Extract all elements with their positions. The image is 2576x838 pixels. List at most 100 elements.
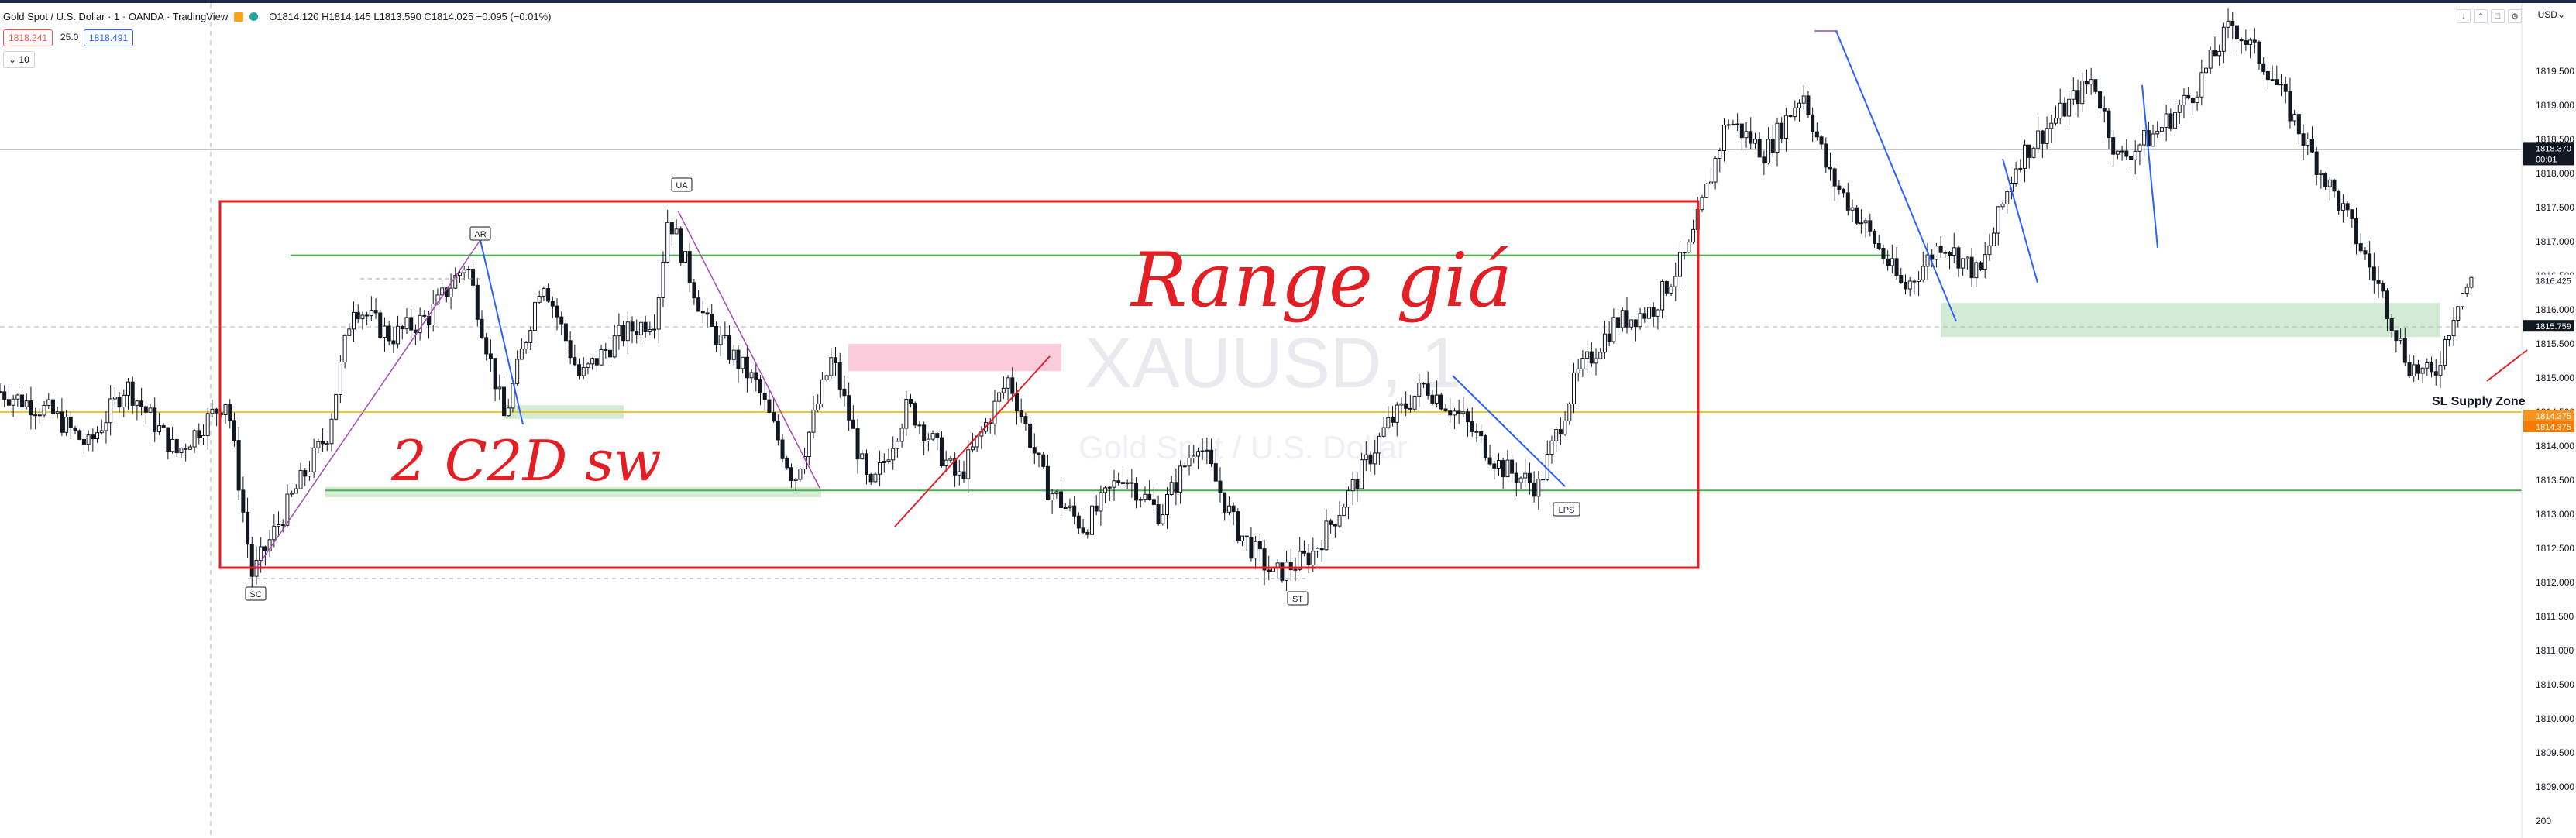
candle-body: [342, 335, 347, 363]
candle: [179, 447, 184, 458]
candle-body: [2115, 150, 2120, 155]
price-tag-bg: [2523, 274, 2574, 287]
candle: [1656, 308, 1660, 330]
fullscreen-icon[interactable]: □: [2491, 9, 2505, 23]
candle: [161, 423, 166, 428]
candle-body: [112, 397, 117, 400]
candle: [1439, 393, 1443, 411]
zone-label: SL Supply Zone: [2432, 395, 2526, 408]
indicator-toggle-button[interactable]: ⌄ 10: [3, 51, 35, 68]
candle: [1863, 217, 1868, 238]
candle-body: [2168, 113, 2173, 129]
symbol-title[interactable]: Gold Spot / U.S. Dollar · 1 · OANDA · Tr…: [3, 11, 229, 22]
candle-body: [1236, 511, 1240, 541]
candle: [369, 296, 373, 322]
candle: [1762, 150, 1766, 175]
candle-body: [1783, 115, 1788, 139]
buy-button[interactable]: 1818.491: [84, 29, 134, 46]
symbol-legend[interactable]: Gold Spot / U.S. Dollar · 1 · OANDA · Tr…: [3, 11, 552, 22]
flag-icon[interactable]: [234, 12, 244, 22]
candle: [1793, 100, 1797, 121]
label-sc: SC: [245, 586, 267, 601]
candle: [1886, 250, 1890, 271]
arrow-icon[interactable]: ⌃: [2474, 9, 2488, 23]
candle-body: [1925, 254, 1930, 267]
candle-body: [1032, 447, 1037, 454]
candle: [1094, 495, 1099, 516]
candle: [824, 374, 829, 382]
candle-body: [1218, 480, 1223, 493]
trend-line-right-2: [2002, 158, 2038, 283]
candle: [201, 424, 205, 445]
candle: [1713, 156, 1718, 190]
candle-body: [316, 441, 321, 448]
candle: [754, 364, 758, 392]
candle-body: [2000, 203, 2005, 208]
candle-body: [2402, 338, 2407, 363]
candle: [1466, 408, 1470, 437]
candle: [2093, 79, 2098, 94]
settings-icon[interactable]: ⚙: [2508, 9, 2522, 23]
candle: [1708, 168, 1713, 184]
candle-body: [590, 358, 595, 365]
candle: [46, 393, 51, 409]
candle-body: [1718, 149, 1722, 159]
candle-body: [2425, 362, 2430, 369]
candle-body: [228, 404, 232, 421]
candle-body: [2221, 26, 2226, 52]
candle: [497, 374, 502, 400]
candle: [457, 270, 462, 283]
candle-body: [519, 349, 524, 360]
candle-body: [1492, 463, 1497, 469]
candle-body: [170, 438, 175, 452]
candle-body: [187, 446, 192, 450]
candle-body: [550, 301, 555, 307]
candle: [1607, 321, 1611, 346]
candle-body: [60, 411, 64, 433]
scroll-down-icon[interactable]: ↓: [2457, 9, 2471, 23]
sell-button[interactable]: 1818.241: [3, 29, 53, 46]
candle-body: [581, 366, 586, 376]
candle-body: [29, 400, 33, 416]
candle: [1412, 395, 1417, 412]
y-tick-label: 1815.000: [2536, 373, 2574, 383]
candle: [20, 384, 25, 410]
candle: [532, 294, 537, 345]
price-axis[interactable]: 1809.000 1809.500 1810.000 1810.500 1811.000…: [2521, 3, 2574, 838]
candle-body: [2155, 130, 2160, 135]
candle-body: [2301, 133, 2306, 146]
axis-controls[interactable]: ↓ ⌃ □ ⚙: [2457, 9, 2522, 23]
candle-body: [1974, 262, 1979, 279]
candle-body: [1174, 482, 1178, 493]
candle-body: [882, 461, 886, 463]
candle-body: [789, 467, 793, 481]
candle-body: [1669, 286, 1673, 294]
candle: [573, 344, 577, 366]
label-box: [1553, 502, 1580, 517]
candle-body: [2265, 70, 2270, 81]
candle-body: [926, 438, 930, 441]
candle: [519, 338, 524, 360]
candle: [1099, 485, 1103, 526]
candle: [762, 380, 767, 411]
candle-body: [718, 334, 723, 345]
candle: [294, 484, 298, 494]
candle-body: [1978, 262, 1983, 270]
candle: [1571, 362, 1576, 414]
candle: [1316, 547, 1320, 558]
candle: [957, 459, 961, 486]
candle-body: [1845, 192, 1850, 211]
candle: [2433, 359, 2438, 386]
candle-body: [2208, 50, 2213, 69]
candle: [2464, 283, 2469, 297]
candle-body: [1404, 403, 1408, 409]
candle: [1244, 535, 1249, 551]
candle: [1788, 114, 1793, 118]
candle-body: [334, 393, 339, 420]
candle-body: [638, 321, 643, 335]
currency-selector[interactable]: USD⌄: [2537, 9, 2565, 20]
candle: [2120, 146, 2124, 161]
demand-strip: [325, 486, 821, 497]
candle: [2226, 8, 2230, 39]
